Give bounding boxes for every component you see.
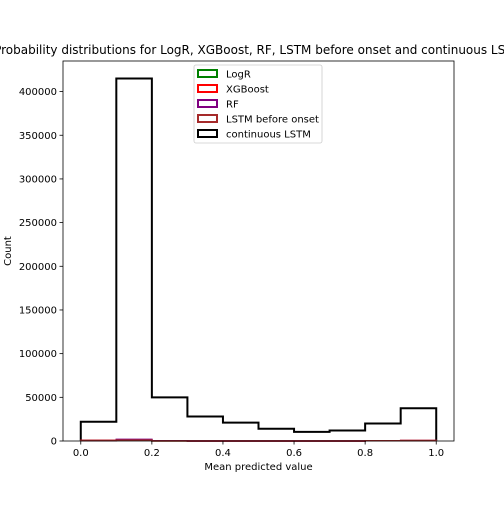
legend-label: LogR [226,70,251,81]
y-tick-label: 200000 [19,262,57,273]
plot-frame [62,60,455,442]
chart-title: Probability distributions for LogR, XGBo… [0,43,504,57]
x-tick-label: 0.2 [144,448,160,459]
legend-label: RF [226,100,239,111]
legend-swatch-logr [197,69,218,78]
x-axis-label: Mean predicted value [204,462,312,473]
x-tick-label: 1.0 [428,448,444,459]
y-tick-label: 150000 [19,305,57,316]
legend-items: LogR XGBoost RF LSTM before onset continuous… [197,69,319,141]
series-continuous-lstm-line [79,77,438,441]
y-tick-label: 100000 [19,349,57,360]
y-tick-label: 0 [51,437,57,448]
y-tick-label: 50000 [25,393,57,404]
y-tick-label: 400000 [19,87,57,98]
legend-swatch-continuous-lstm [197,129,218,138]
legend-swatch-xgboost [197,84,218,93]
legend-label: XGBoost [226,85,269,96]
legend-swatch-rf [197,99,218,108]
y-tick-label: 300000 [19,174,57,185]
legend: LogR XGBoost RF LSTM before onset continuous… [193,64,323,144]
y-tick-label: 350000 [19,131,57,142]
x-tick-label: 0.6 [286,448,302,459]
x-tick-label: 0.4 [215,448,231,459]
legend-swatch-lstm-before-onset [197,114,218,123]
x-tick-label: 0.0 [73,448,89,459]
legend-box [193,64,323,144]
legend-label: continuous LSTM [226,130,311,141]
x-tick-label: 0.8 [357,448,373,459]
ticks-layer: 0.0 0.2 0.4 0.6 0.8 1.0 0 50000 100000 150000 2000… [19,87,444,459]
y-axis-label: Count [3,236,14,266]
legend-label: LSTM before onset [226,115,319,126]
y-tick-label: 250000 [19,218,57,229]
